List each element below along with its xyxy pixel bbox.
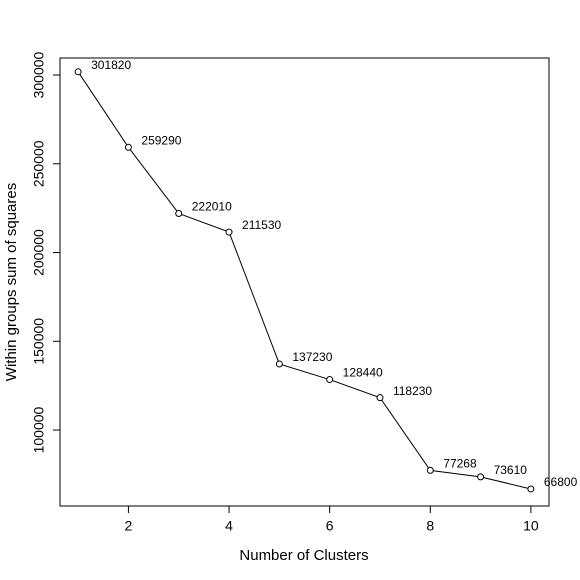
x-axis-label: Number of Clusters [239,547,368,564]
point [74,68,82,76]
y-tick-label: 300000 [31,51,47,98]
y-tick-label: 200000 [31,229,47,276]
point [426,466,434,474]
point [326,376,334,384]
y-tick-label: 150000 [31,318,47,365]
value-label: 128440 [343,366,383,380]
value-label: 73610 [494,463,528,477]
y-tick-label: 100000 [31,406,47,453]
x-tick-label: 6 [326,518,334,534]
x-tick-label: 4 [225,518,233,534]
value-label: 118230 [393,384,432,398]
value-label: 137230 [292,350,332,364]
point [175,209,183,217]
plot-box [59,57,550,507]
value-label: 301820 [91,58,131,72]
value-label: 211530 [242,218,281,232]
line [77,71,532,490]
value-label: 66800 [544,475,578,489]
point [527,485,535,493]
x-tick-label: 8 [426,518,434,534]
y-axis-label: Within groups sum of squares [3,183,20,381]
point [225,228,233,236]
point [477,473,485,481]
point [124,143,132,151]
point [376,394,384,402]
x-tick-label: 10 [523,518,539,534]
point [275,360,283,368]
value-label: 77268 [443,457,477,471]
y-tick-label: 250000 [31,140,47,187]
x-tick-label: 2 [125,518,133,534]
value-label: 222010 [192,200,232,214]
value-label: 259290 [141,133,181,147]
